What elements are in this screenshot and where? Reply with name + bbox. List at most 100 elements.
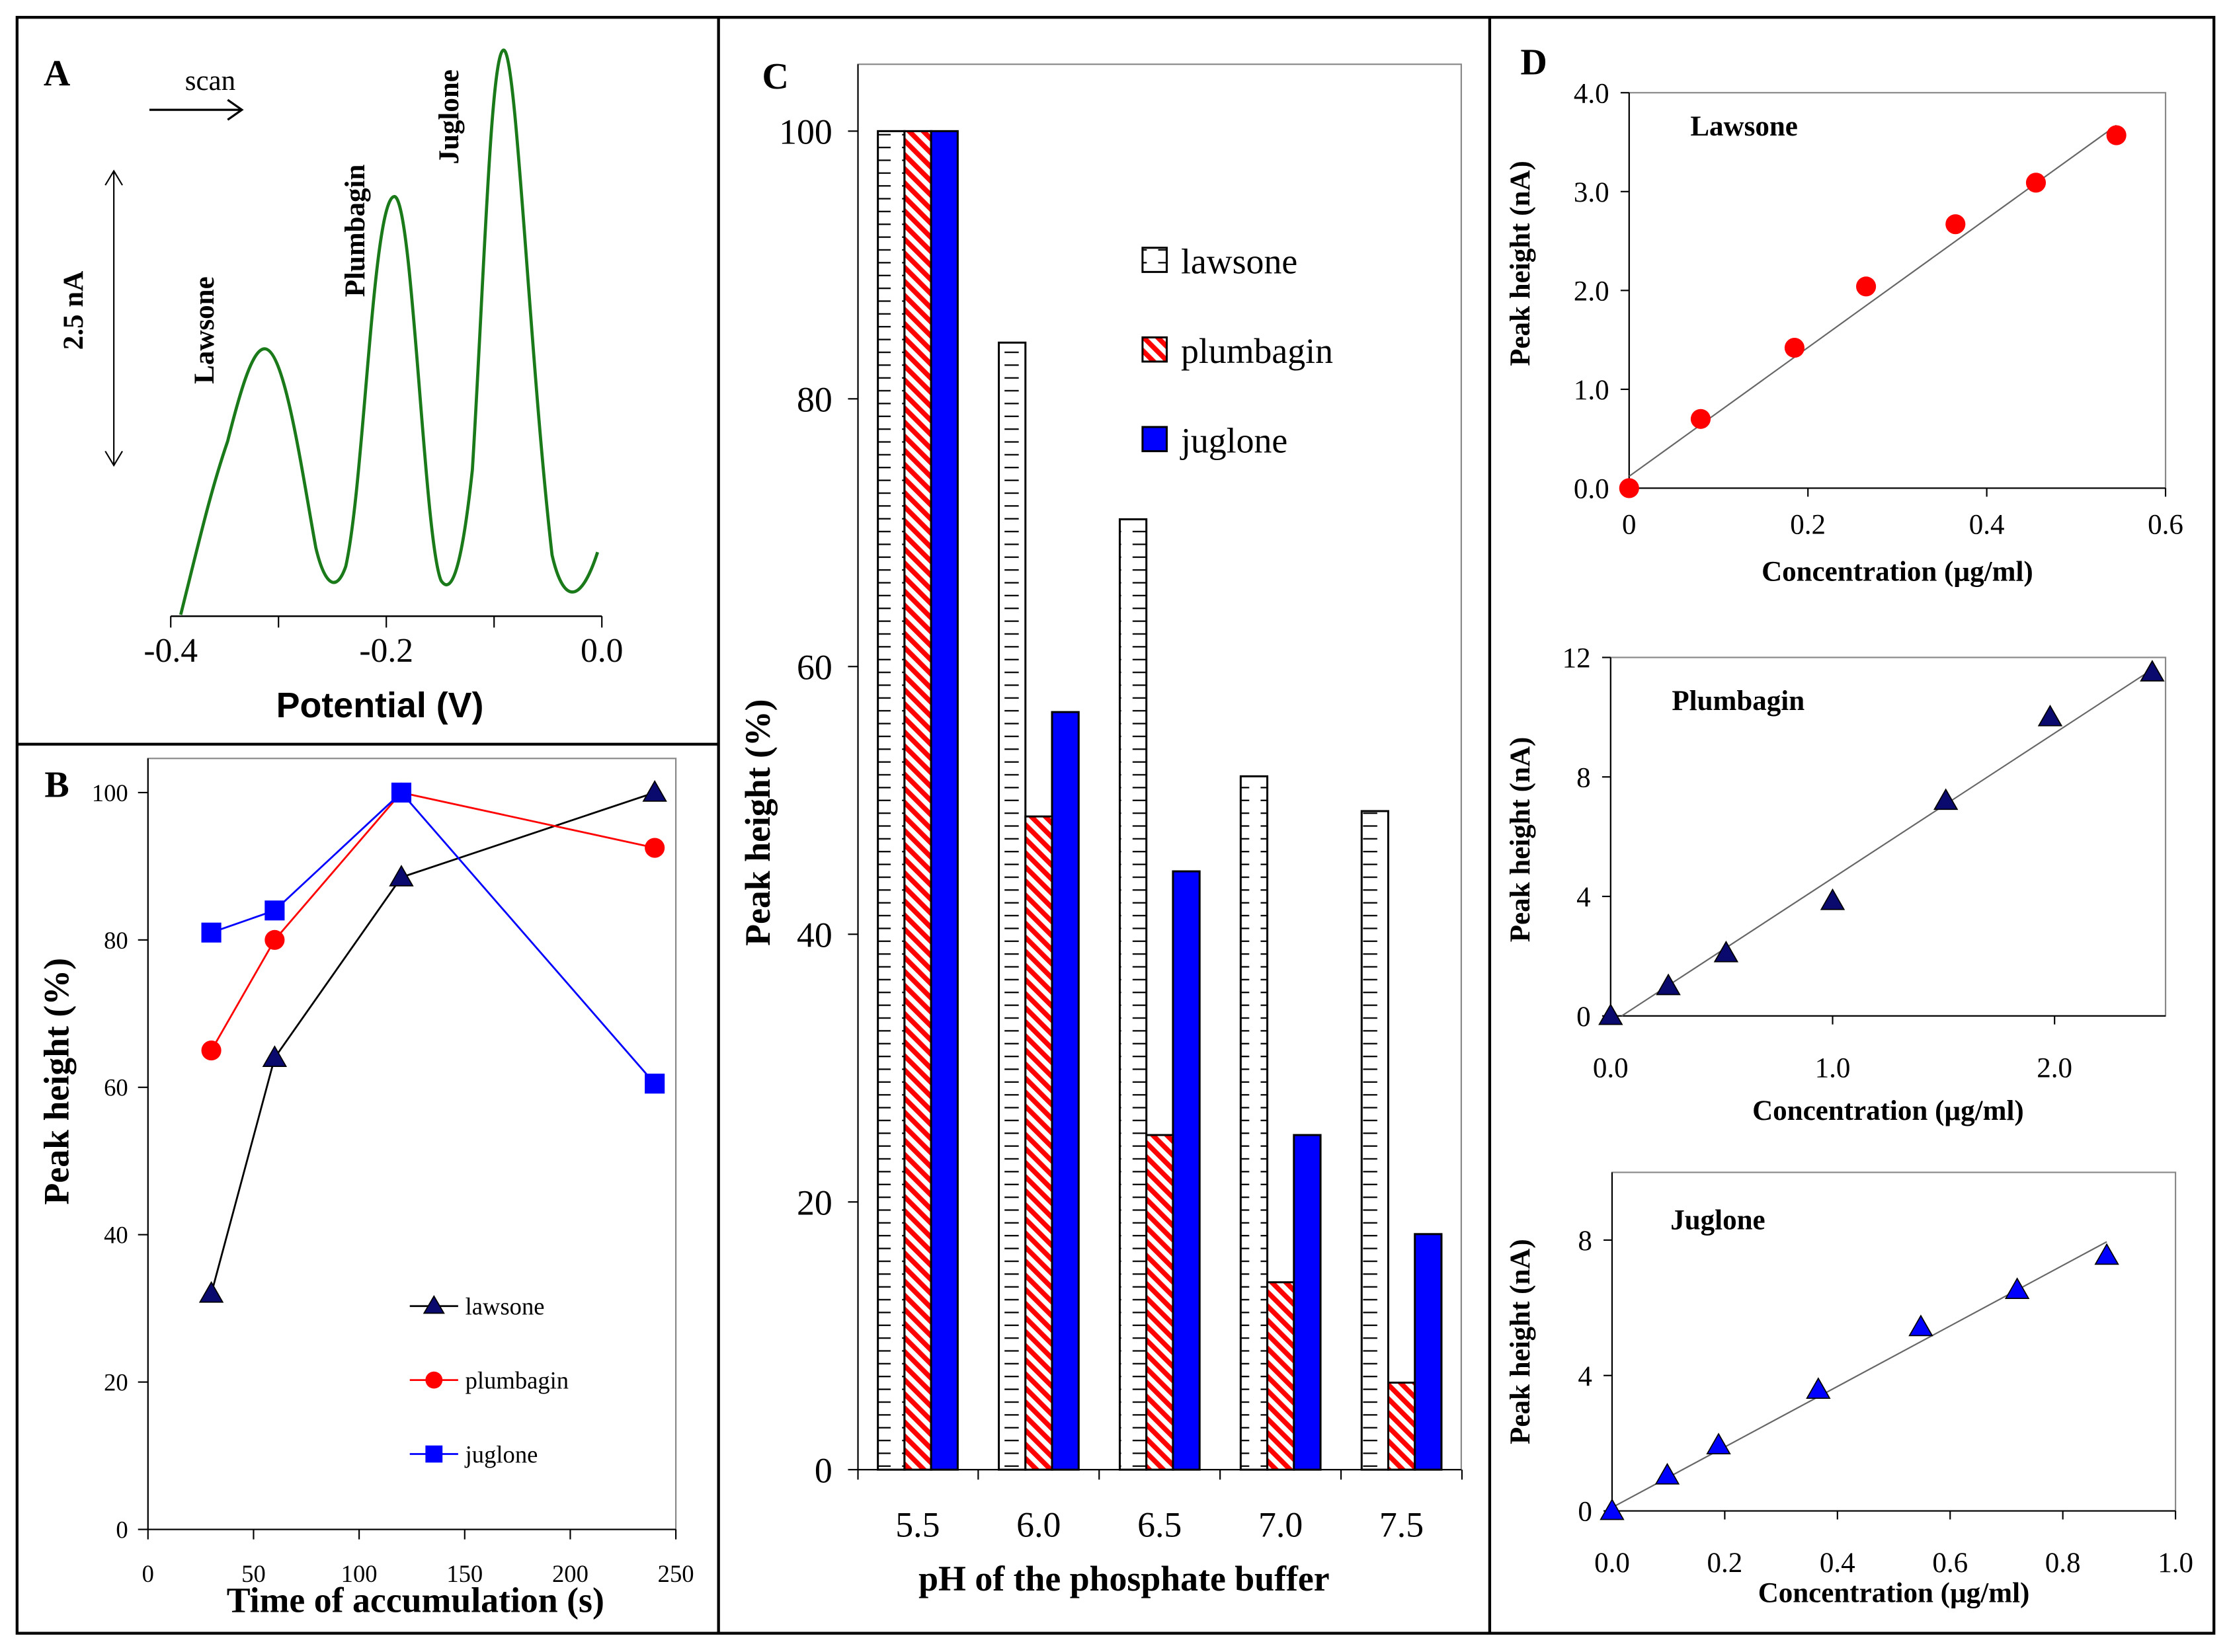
panel-label: A [44, 53, 70, 94]
y-tick-label: 4 [1578, 1361, 1592, 1392]
x-tick-label: 0.6 [2148, 509, 2183, 540]
y-tick-label: 8 [1576, 762, 1591, 793]
x-axis-label: pH of the phosphate buffer [918, 1559, 1330, 1598]
plot-frame [1628, 92, 2167, 489]
panel-label: B [44, 764, 69, 805]
data-point [1598, 1003, 1623, 1025]
data-point [389, 865, 414, 886]
x-tick-label: 0.0 [1594, 1548, 1630, 1579]
data-point [1713, 940, 1739, 963]
x-tick-label: 2.0 [2037, 1052, 2072, 1083]
peak-label: Juglone [434, 69, 465, 164]
legend-swatch [1141, 426, 1168, 453]
x-axis-label: Concentration (µg/ml) [1762, 556, 2033, 587]
y-tick-label: 4.0 [1574, 78, 1609, 109]
bar-juglone [930, 130, 959, 1471]
x-tick-label: 7.0 [1258, 1505, 1303, 1544]
scan-label: scan [185, 65, 235, 97]
data-point [1806, 1377, 1831, 1399]
x-axis-label: Potential (V) [276, 686, 484, 725]
series-lawsone: lawsone [198, 779, 667, 1320]
bar-plumbagin [1387, 1382, 1416, 1471]
scan-arrow-icon [149, 98, 244, 121]
y-tick-label: 0 [815, 1451, 832, 1491]
x-tick-label: 200 [552, 1560, 588, 1587]
peak-label: Plumbagin [340, 165, 371, 297]
series-juglone: juglone [201, 782, 665, 1468]
x-tick-label: -0.4 [143, 632, 198, 670]
y-tick-label: 4 [1576, 882, 1591, 913]
series-line [210, 791, 655, 1051]
scale-arrow-icon [104, 169, 123, 467]
x-tick-label: 0.6 [1932, 1548, 1968, 1579]
bar-plumbagin [1145, 1134, 1174, 1471]
x-tick-label: 0 [1622, 509, 1637, 540]
y-tick-label: 1.0 [1574, 375, 1609, 406]
data-point [264, 929, 285, 950]
x-tick-label: 0.2 [1707, 1548, 1743, 1579]
data-point [2140, 660, 2165, 682]
x-tick-label: 0.0 [1593, 1052, 1629, 1083]
legend-label: juglone [1180, 421, 1287, 461]
legend-swatch [1141, 247, 1168, 273]
y-tick-label: 60 [104, 1074, 128, 1101]
plot-title: Juglone [1670, 1205, 1765, 1236]
plot-title: Lawsone [1690, 111, 1798, 142]
data-point [645, 838, 665, 858]
plot-title: Plumbagin [1672, 686, 1805, 717]
x-axis-label: Concentration (µg/ml) [1752, 1095, 2024, 1126]
data-point [1654, 1462, 1680, 1485]
data-point [1908, 1314, 1933, 1337]
x-tick-label: 0 [142, 1560, 154, 1587]
panel-d: 0.0 1.0 2.0 3.0 4.0 0 0.2 0.4 0.6 Lawsone Concentr… [1505, 78, 2193, 1608]
y-tick-label: 60 [797, 648, 832, 688]
bar-lawsone [1360, 810, 1390, 1471]
y-tick-label: 0 [1578, 1497, 1592, 1528]
y-axis-label: Peak height (%) [738, 699, 778, 945]
y-tick-label: 100 [779, 112, 832, 152]
bar-plumbagin [1266, 1281, 1295, 1471]
data-point [1600, 1498, 1625, 1520]
figure-frame [15, 16, 2216, 1635]
panel-label: D [1520, 42, 1547, 83]
bar-juglone [1051, 711, 1080, 1471]
bar-lawsone [998, 341, 1027, 1471]
x-tick-label: 6.0 [1016, 1505, 1061, 1544]
data-point [391, 782, 412, 803]
y-tick-label: 40 [797, 916, 832, 955]
data-point [1856, 276, 1877, 297]
x-tick-label: 5.5 [895, 1505, 940, 1544]
data-point [1784, 338, 1805, 358]
data-point [1706, 1433, 1731, 1455]
x-tick-label: 7.5 [1379, 1505, 1424, 1544]
y-axis-label: Peak height (nA) [1505, 1239, 1536, 1444]
data-point [1945, 214, 1966, 235]
y-tick-label: 20 [797, 1183, 832, 1223]
series-line [211, 791, 656, 1085]
data-point [642, 779, 667, 802]
legend-swatch [1141, 336, 1168, 363]
data-point [264, 900, 285, 921]
bar-plumbagin [1024, 815, 1053, 1471]
data-point [2004, 1277, 2030, 1299]
x-tick-label: 50 [241, 1560, 266, 1587]
x-tick-label: 0.0 [581, 632, 624, 670]
legend-label: plumbagin [1181, 331, 1333, 371]
x-axis-label: Time of accumulation (s) [227, 1580, 604, 1620]
bar-lawsone [1239, 775, 1269, 1471]
fit-line [1611, 1241, 2107, 1509]
bar-lawsone [1118, 518, 1148, 1471]
y-tick-label: 40 [104, 1222, 128, 1249]
data-point [645, 1074, 665, 1094]
bar-juglone [1414, 1233, 1443, 1471]
series-line [210, 791, 655, 1294]
x-tick-label: 0.4 [1969, 509, 2005, 540]
fit-line [1621, 668, 2153, 1017]
data-point [1656, 973, 1681, 996]
y-tick-label: 80 [797, 380, 832, 420]
data-point [1619, 478, 1639, 498]
y-tick-label: 2.0 [1574, 276, 1609, 307]
y-tick-label: 100 [92, 779, 128, 806]
data-point [2025, 173, 2047, 193]
